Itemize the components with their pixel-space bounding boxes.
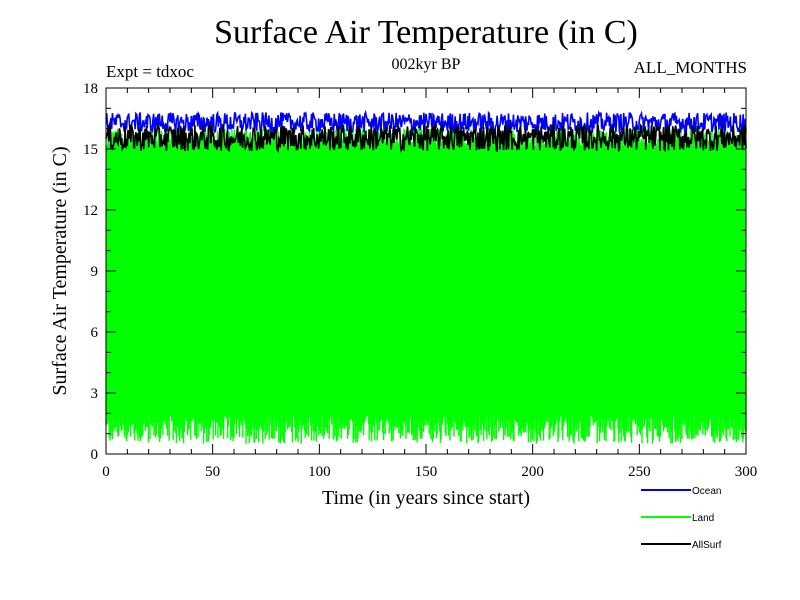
series-line-allsurf — [105, 122, 747, 153]
x-tick-label: 100 — [308, 464, 331, 480]
experiment-label: Expt = tdxoc — [106, 62, 194, 81]
chart-subtitle: 002kyr BP — [391, 56, 461, 73]
x-tick-label: 150 — [415, 464, 438, 480]
y-tick-label: 9 — [91, 264, 99, 280]
y-tick-label: 0 — [91, 447, 99, 463]
x-tick-label: 300 — [735, 464, 758, 480]
y-tick-label: 18 — [83, 81, 98, 97]
x-axis-label: Time (in years since start) — [322, 487, 530, 509]
chart-title: Surface Air Temperature (in C) — [214, 14, 638, 51]
x-tick-label: 50 — [205, 464, 220, 480]
axis-ticks: 0 50 100 150 200 250 300 0 3 6 9 12 15 18 — [83, 81, 757, 480]
y-tick-label: 3 — [91, 386, 99, 402]
y-tick-label: 6 — [91, 325, 99, 341]
y-tick-label: 15 — [83, 142, 98, 158]
x-tick-label: 200 — [521, 464, 544, 480]
series-line-land — [105, 128, 747, 444]
x-tick-label: 0 — [102, 464, 110, 480]
months-label: ALL_MONTHS — [633, 58, 747, 77]
legend: Ocean Land AllSurf — [641, 486, 722, 551]
legend-label-land: Land — [692, 513, 714, 524]
legend-label-allsurf: AllSurf — [692, 540, 722, 551]
plot-series — [105, 109, 747, 444]
y-axis-label: Surface Air Temperature (in C) — [49, 146, 71, 395]
x-tick-label: 250 — [628, 464, 651, 480]
legend-label-ocean: Ocean — [692, 486, 721, 497]
y-tick-label: 12 — [83, 203, 98, 219]
